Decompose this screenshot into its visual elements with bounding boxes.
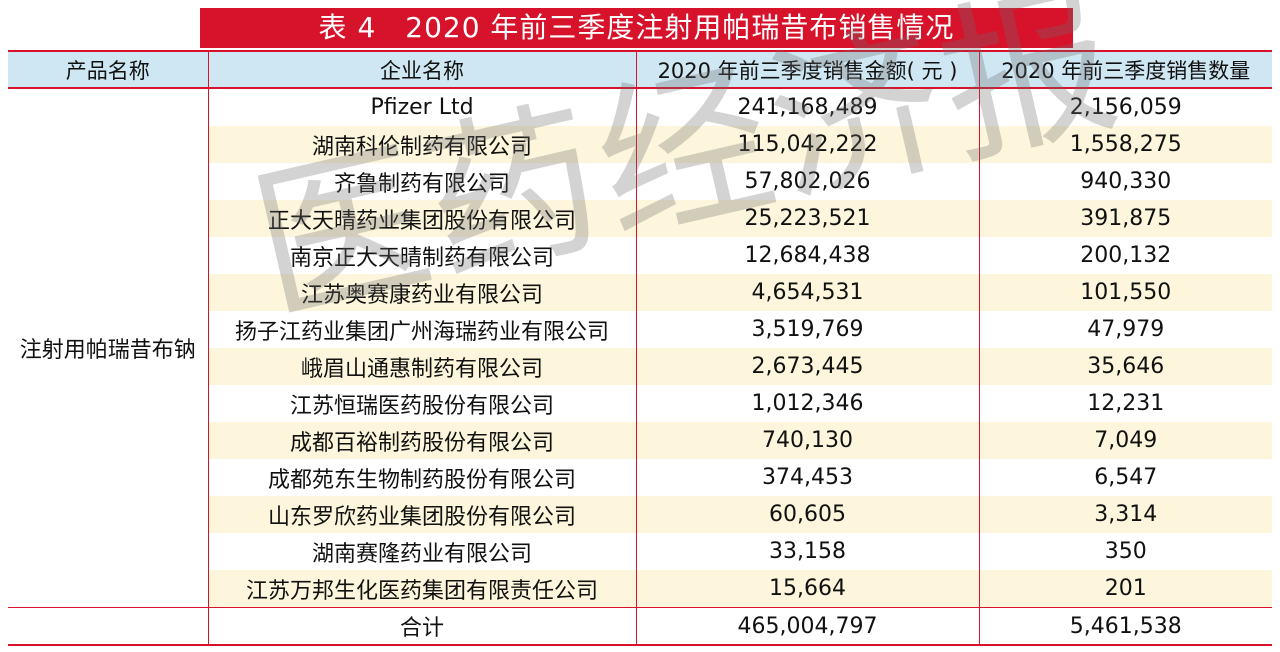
quantity-cell: 350 xyxy=(979,533,1272,570)
table-row: 扬子江药业集团广州海瑞药业有限公司 3,519,769 47,979 xyxy=(8,311,1272,348)
company-cell: 成都苑东生物制药股份有限公司 xyxy=(208,459,637,496)
quantity-cell: 6,547 xyxy=(979,459,1272,496)
table-row: 江苏万邦生化医药集团有限责任公司 15,664 201 xyxy=(8,570,1272,608)
table-row: 齐鲁制药有限公司 57,802,026 940,330 xyxy=(8,163,1272,200)
company-cell: 湖南科伦制药有限公司 xyxy=(208,126,637,163)
amount-cell: 1,012,346 xyxy=(636,385,980,422)
amount-cell: 25,223,521 xyxy=(636,200,980,237)
company-cell: 齐鲁制药有限公司 xyxy=(208,163,637,200)
amount-cell: 3,519,769 xyxy=(636,311,980,348)
table-row: 成都苑东生物制药股份有限公司 374,453 6,547 xyxy=(8,459,1272,496)
amount-cell: 740,130 xyxy=(636,422,980,459)
amount-cell: 4,654,531 xyxy=(636,274,980,311)
quantity-cell: 2,156,059 xyxy=(979,88,1272,126)
amount-cell: 2,673,445 xyxy=(636,348,980,385)
quantity-cell: 391,875 xyxy=(979,200,1272,237)
company-cell: 湖南赛隆药业有限公司 xyxy=(208,533,637,570)
total-amount: 465,004,797 xyxy=(636,607,980,646)
quantity-cell: 940,330 xyxy=(979,163,1272,200)
quantity-cell: 3,314 xyxy=(979,496,1272,533)
sales-table: 产品名称 企业名称 2020 年前三季度销售金额( 元 ) 2020 年前三季度… xyxy=(8,50,1272,646)
quantity-cell: 12,231 xyxy=(979,385,1272,422)
amount-cell: 115,042,222 xyxy=(636,126,980,163)
total-label: 合计 xyxy=(208,607,637,646)
company-cell: 江苏奥赛康药业有限公司 xyxy=(208,274,637,311)
table-row: 江苏恒瑞医药股份有限公司 1,012,346 12,231 xyxy=(8,385,1272,422)
product-name-cell: 注射用帕瑞昔布钠 xyxy=(8,88,209,608)
amount-cell: 60,605 xyxy=(636,496,980,533)
quantity-cell: 201 xyxy=(979,570,1272,608)
table-row: 成都百裕制药股份有限公司 740,130 7,049 xyxy=(8,422,1272,459)
table-row: 峨眉山通惠制药有限公司 2,673,445 35,646 xyxy=(8,348,1272,385)
company-cell: 江苏恒瑞医药股份有限公司 xyxy=(208,385,637,422)
header-amount: 2020 年前三季度销售金额( 元 ) xyxy=(636,50,980,89)
header-quantity: 2020 年前三季度销售数量 xyxy=(979,50,1272,89)
company-cell: 正大天晴药业集团股份有限公司 xyxy=(208,200,637,237)
quantity-cell: 47,979 xyxy=(979,311,1272,348)
table-row: 正大天晴药业集团股份有限公司 25,223,521 391,875 xyxy=(8,200,1272,237)
table-row: 江苏奥赛康药业有限公司 4,654,531 101,550 xyxy=(8,274,1272,311)
quantity-cell: 200,132 xyxy=(979,237,1272,274)
company-cell: 成都百裕制药股份有限公司 xyxy=(208,422,637,459)
quantity-cell: 7,049 xyxy=(979,422,1272,459)
amount-cell: 57,802,026 xyxy=(636,163,980,200)
table-row: 注射用帕瑞昔布钠 Pfizer Ltd 241,168,489 2,156,05… xyxy=(8,88,1272,608)
total-row: 合计 465,004,797 5,461,538 xyxy=(8,607,1272,646)
table-row: 南京正大天晴制药有限公司 12,684,438 200,132 xyxy=(8,237,1272,274)
table-row: 湖南科伦制药有限公司 115,042,222 1,558,275 xyxy=(8,126,1272,163)
amount-cell: 33,158 xyxy=(636,533,980,570)
header-company: 企业名称 xyxy=(208,50,637,89)
quantity-cell: 101,550 xyxy=(979,274,1272,311)
company-cell: 江苏万邦生化医药集团有限责任公司 xyxy=(208,570,637,608)
amount-cell: 12,684,438 xyxy=(636,237,980,274)
header-row: 产品名称 企业名称 2020 年前三季度销售金额( 元 ) 2020 年前三季度… xyxy=(8,50,1272,89)
amount-cell: 15,664 xyxy=(636,570,980,608)
table-row: 湖南赛隆药业有限公司 33,158 350 xyxy=(8,533,1272,570)
company-cell: 扬子江药业集团广州海瑞药业有限公司 xyxy=(208,311,637,348)
company-cell: 峨眉山通惠制药有限公司 xyxy=(208,348,637,385)
quantity-cell: 1,558,275 xyxy=(979,126,1272,163)
total-quantity: 5,461,538 xyxy=(979,607,1272,646)
table-row: 山东罗欣药业集团股份有限公司 60,605 3,314 xyxy=(8,496,1272,533)
quantity-cell: 35,646 xyxy=(979,348,1272,385)
company-cell: Pfizer Ltd xyxy=(208,88,637,126)
table-title: 表 4 2020 年前三季度注射用帕瑞昔布销售情况 xyxy=(200,8,1073,48)
amount-cell: 374,453 xyxy=(636,459,980,496)
company-cell: 南京正大天晴制药有限公司 xyxy=(208,237,637,274)
company-cell: 山东罗欣药业集团股份有限公司 xyxy=(208,496,637,533)
amount-cell: 241,168,489 xyxy=(636,88,980,126)
total-blank-cell xyxy=(8,607,209,646)
header-product: 产品名称 xyxy=(8,50,209,89)
